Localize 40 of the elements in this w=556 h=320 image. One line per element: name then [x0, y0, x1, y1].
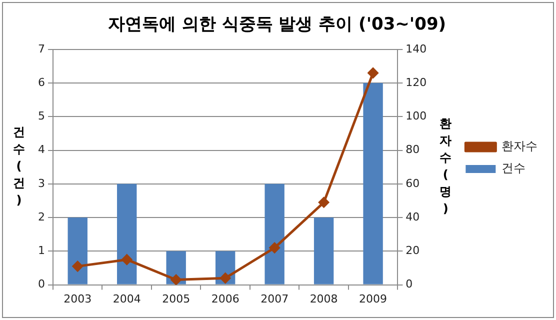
point [220, 272, 231, 284]
y2-tick-label: 100 [406, 110, 427, 123]
y-tick-label: 1 [38, 244, 45, 258]
y-tick-label: 6 [38, 76, 45, 89]
point [368, 68, 378, 78]
bar [314, 218, 334, 284]
y-tick-label: 7 [38, 42, 45, 56]
y2-tick-label: 40 [406, 210, 420, 224]
y2-tick-label: 120 [406, 76, 427, 89]
y-tick-label: 5 [38, 110, 45, 123]
chart-title: 자연독에 의한 식중독 발생 추이 ('03~'09) [108, 14, 446, 35]
legend-label: 환자수 [502, 139, 538, 154]
x-tick-label: 2007 [260, 292, 289, 306]
point [72, 261, 83, 272]
x-tick-label: 2006 [211, 292, 240, 306]
y-tick-label: 2 [38, 210, 45, 224]
point [170, 274, 182, 285]
y-tick-label: 0 [38, 278, 45, 291]
y2-tick-label: 0 [406, 278, 413, 291]
point [318, 197, 330, 208]
y2-tick-label: 140 [406, 42, 427, 56]
x-tick-label: 2008 [310, 292, 338, 306]
bar [68, 218, 88, 284]
bar [117, 184, 137, 284]
point [269, 242, 280, 254]
x-tick-label: 2005 [162, 292, 190, 306]
legend-label: 건수 [502, 161, 526, 176]
bar [363, 83, 383, 284]
y-tick-label: 4 [38, 143, 45, 156]
x-tick-label: 2003 [64, 292, 92, 306]
point [122, 254, 132, 265]
y2-tick-label: 80 [406, 143, 420, 156]
y2-tick-label: 20 [406, 244, 420, 258]
x-tick-label: 2009 [359, 292, 388, 306]
y-tick-label: 3 [38, 176, 45, 190]
y2-axis-title: 환자수(명) [440, 116, 452, 216]
y2-tick-label: 60 [406, 176, 420, 190]
x-tick-label: 2004 [112, 292, 141, 306]
y-axis-title: 건수(건) [13, 125, 25, 208]
bar [264, 184, 284, 284]
